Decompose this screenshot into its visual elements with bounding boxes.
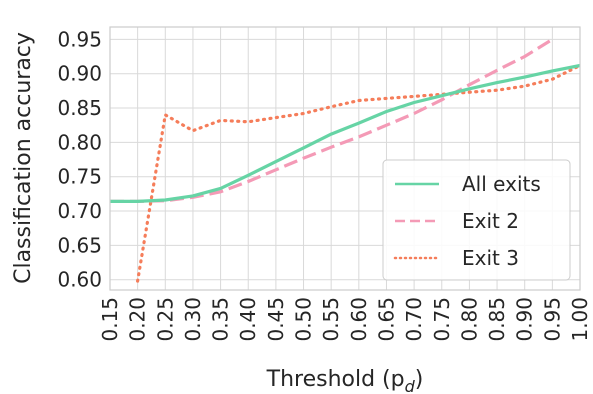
series-line-all-exits (110, 63, 581, 203)
legend-label: Exit 2 (462, 209, 519, 233)
x-tick-label: 0.55 (319, 297, 343, 342)
y-tick-label: 0.60 (57, 268, 102, 292)
x-tick-label: 0.95 (540, 297, 564, 342)
y-tick-label: 0.95 (57, 27, 102, 51)
legend-label: Exit 3 (462, 246, 519, 270)
series-line-exit-3 (136, 63, 582, 283)
y-tick-label: 0.65 (57, 233, 102, 257)
y-tick-label: 0.70 (57, 199, 102, 223)
x-tick-label: 1.00 (568, 297, 592, 342)
x-tick-label: 0.15 (98, 297, 122, 342)
x-tick-label: 0.40 (236, 297, 260, 342)
series-layer (110, 38, 582, 283)
legend-label: All exits (462, 172, 541, 196)
x-tick-label: 0.50 (292, 297, 316, 342)
x-tick-labels: 0.15 0.20 0.25 0.30 0.35 0.40 0.45 0.50 0.55 0.60… (98, 297, 592, 342)
legend: All exits Exit 2 Exit 3 (382, 159, 571, 281)
legend-box (382, 159, 571, 281)
x-tick-label: 0.85 (485, 297, 509, 342)
x-tick-label: 0.65 (374, 297, 398, 342)
plot-frame (109, 26, 581, 291)
x-tick-label: 0.45 (264, 297, 288, 342)
y-axis-title: Classification accuracy (11, 32, 36, 284)
x-tick-label: 0.80 (457, 297, 481, 342)
x-tick-label: 0.25 (153, 297, 177, 342)
x-tick-label: 0.60 (347, 297, 371, 342)
x-axis-title: Threshold (pd) (266, 367, 424, 394)
y-tick-label: 0.85 (57, 96, 102, 120)
y-tick-label: 0.80 (57, 130, 102, 154)
y-tick-label: 0.90 (57, 62, 102, 86)
x-tick-label: 0.75 (430, 297, 454, 342)
y-tick-labels: 0.60 0.65 0.70 0.75 0.80 0.85 0.90 0.95 (57, 27, 102, 291)
x-tick-label: 0.90 (513, 297, 537, 342)
x-tick-label: 0.70 (402, 297, 426, 342)
x-tick-label: 0.30 (181, 297, 205, 342)
x-tick-label: 0.35 (209, 297, 233, 342)
x-tick-label: 0.20 (126, 297, 150, 342)
y-tick-label: 0.75 (57, 165, 102, 189)
